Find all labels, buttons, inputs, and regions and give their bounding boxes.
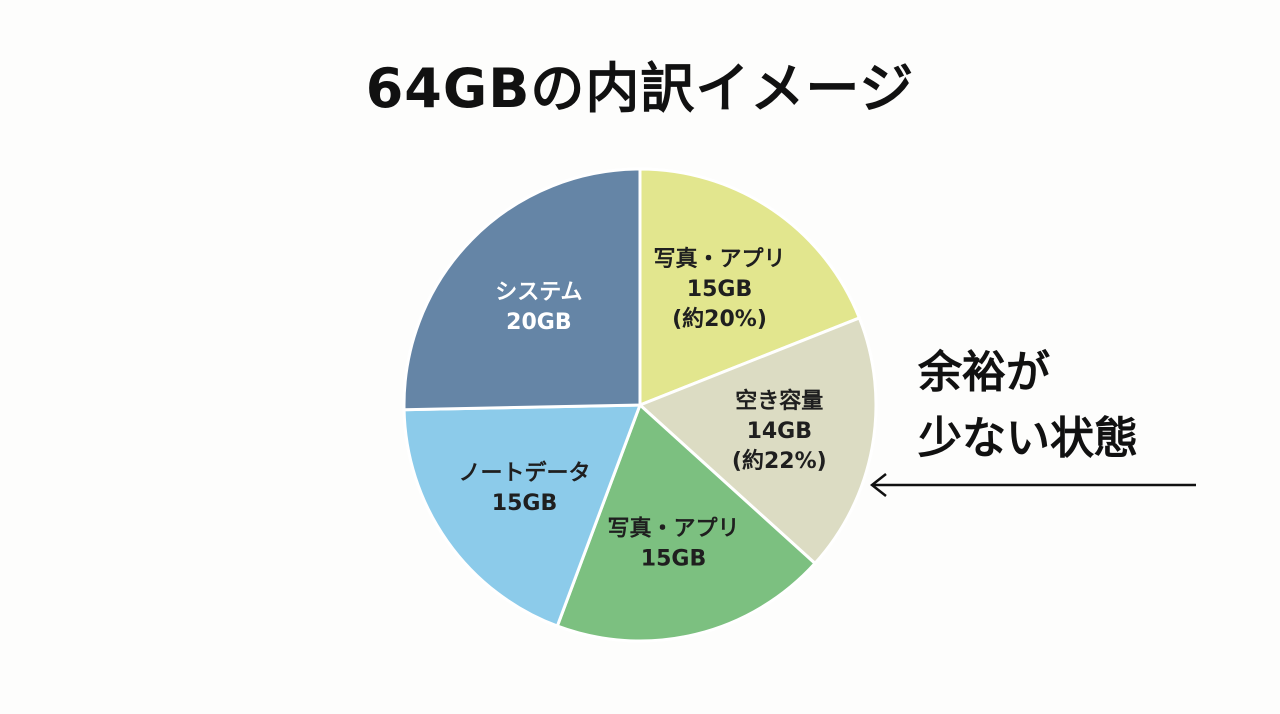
pie-slice-label-0: 写真・アプリ 15GB (約20%) xyxy=(653,246,785,332)
arrow-left-icon xyxy=(869,473,1196,497)
pie-slice-2 xyxy=(555,402,818,643)
pie-slice-label-4: システム 20GB xyxy=(495,280,582,335)
chart-title: 64GBの内訳イメージ xyxy=(365,57,915,120)
pie-slice-4 xyxy=(402,167,642,412)
pie-slice-label-line: (約20%) xyxy=(672,306,767,332)
callout-text: 余裕が 少ない状態 xyxy=(918,340,1138,472)
pie-slice-label-line: 15GB xyxy=(641,547,706,572)
pie-slice-label-2: 写真・アプリ 15GB xyxy=(607,516,739,572)
pie-slice-3 xyxy=(402,403,643,628)
pie-slice-label-3: ノートデータ 15GB xyxy=(458,460,590,516)
pie-slice-label-line: 空き容量 xyxy=(735,388,823,414)
pie-slice-label-line: (約22%) xyxy=(732,448,827,474)
pie-slice-label-line: システム xyxy=(495,280,582,305)
pie-slice-label-1: 空き容量 14GB (約22%) xyxy=(732,388,827,474)
pie-slice-1 xyxy=(637,316,878,566)
pie-slice-label-line: 写真・アプリ xyxy=(607,516,739,542)
callout-line-1: 余裕が xyxy=(918,347,1050,398)
pie-slice-label-line: 15GB xyxy=(492,491,557,516)
pie-slice-0 xyxy=(638,167,862,408)
pie-slice-label-line: ノートデータ xyxy=(458,460,590,486)
pie-slice-label-line: 15GB xyxy=(687,277,752,302)
callout-line-2: 少ない状態 xyxy=(918,413,1138,464)
pie-slice-label-line: 20GB xyxy=(506,310,571,335)
pie-slice-label-line: 14GB xyxy=(747,419,812,444)
pie-slice-label-line: 写真・アプリ xyxy=(653,246,785,272)
